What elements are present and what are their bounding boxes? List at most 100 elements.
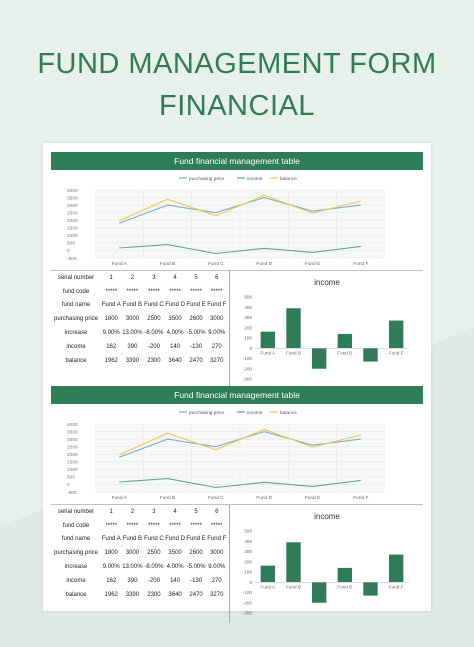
- y-tick-label: 400: [244, 305, 252, 310]
- table-cell: 4.00%: [166, 564, 184, 571]
- y-tick-label: 1500: [67, 226, 78, 232]
- table-cell: 2470: [189, 357, 203, 364]
- y-tick-label: 0: [249, 580, 252, 585]
- row-label: fund code: [62, 288, 90, 295]
- table-cell: 9.00%: [208, 330, 226, 337]
- table-cell: 9.00%: [208, 564, 226, 571]
- bar: [337, 567, 353, 583]
- x-tick-label: Fund C: [312, 584, 328, 589]
- table-cell: 3640: [168, 591, 182, 598]
- x-tick-label: Fund E: [305, 495, 320, 501]
- y-tick-label: -300: [243, 611, 253, 616]
- bar: [311, 582, 327, 603]
- column-divider: [229, 271, 230, 389]
- table-cell: *****: [126, 522, 139, 529]
- table-cell: *****: [169, 522, 181, 529]
- row-label: balance: [65, 357, 87, 364]
- table-cell: 4: [173, 508, 177, 515]
- table-cell: 9.00%: [102, 330, 120, 337]
- table-cell: *****: [169, 288, 181, 295]
- table-cell: 2: [130, 274, 135, 281]
- x-tick-label: Fund D: [337, 350, 353, 355]
- legend-entry: balance: [280, 410, 297, 416]
- table-cell: -130: [190, 577, 203, 584]
- table-row: serial number 1 2 3 4 5 6: [51, 271, 227, 285]
- y-tick-label: -500: [67, 256, 77, 262]
- x-tick-label: Fund B: [286, 584, 301, 589]
- table-cell: 3640: [168, 357, 182, 364]
- table-cell: *****: [126, 288, 139, 295]
- table-cell: 3390: [125, 357, 140, 364]
- x-tick-label: Fund E: [363, 350, 378, 355]
- table-title-band: Fund financial management table: [51, 152, 423, 170]
- row-label: fund code: [62, 522, 90, 529]
- bar: [286, 308, 301, 349]
- x-tick-label: Fund A: [261, 350, 276, 355]
- y-tick-label: -100: [243, 356, 253, 361]
- table-cell: 2: [130, 508, 135, 515]
- table-cell: -8.00%: [144, 564, 164, 571]
- y-tick-label: 200: [244, 559, 252, 564]
- y-tick-label: 3000: [67, 203, 78, 209]
- table-cell: Fund C: [144, 536, 164, 543]
- table-cell: 4.00%: [166, 330, 184, 337]
- table-cell: 3: [152, 274, 156, 281]
- y-tick-label: 1500: [67, 460, 78, 466]
- y-tick-label: -500: [67, 490, 77, 496]
- table-cell: Fund B: [122, 536, 143, 543]
- table-row: fund code ***** ***** ***** ***** ***** *****: [51, 285, 227, 299]
- table-cell: 3000: [125, 550, 140, 557]
- table-cell: 3000: [125, 316, 140, 323]
- page-title: FUND MANAGEMENT FORM: [37, 48, 437, 80]
- table-row: purchasing price 1800 3000 2500 3500 2600 3000: [51, 312, 227, 326]
- table-cell: Fund E: [186, 302, 206, 309]
- y-tick-label: 3500: [67, 429, 78, 435]
- table-cell: Fund A: [101, 302, 121, 309]
- table-row: income 162 390 -200 140 -130 270: [51, 574, 227, 588]
- table-row: serial number 1 2 3 4 5 6: [51, 505, 227, 519]
- table-cell: 5: [194, 508, 198, 515]
- table-cell: *****: [148, 522, 160, 529]
- x-tick-label: Fund B: [160, 495, 175, 501]
- x-tick-label: Fund B: [286, 350, 301, 355]
- spreadsheet: Fund financial management table 4000 3500…: [43, 143, 431, 623]
- table-cell: Fund D: [165, 536, 185, 543]
- table-cell: *****: [148, 288, 160, 295]
- y-tick-label: 0: [67, 482, 70, 488]
- fund-block: Fund financial management table 4000 3500…: [51, 386, 423, 623]
- table-row: increase 9.00% 13.00% -8.00% 4.00% -5.00% 9.00…: [51, 326, 227, 340]
- bar-chart-title: income: [314, 512, 340, 521]
- y-tick-label: 3500: [67, 195, 78, 201]
- table-cell: 2300: [147, 357, 161, 364]
- y-tick-label: 4000: [67, 422, 78, 428]
- legend-entry: income: [247, 410, 263, 416]
- table-cell: 2600: [189, 316, 203, 323]
- legend-entry: balance: [280, 176, 297, 182]
- table-cell: 390: [127, 343, 138, 350]
- y-tick-label: 500: [244, 529, 252, 534]
- row-label: purchasing price: [53, 316, 99, 323]
- table-cell: 1962: [104, 357, 118, 364]
- table-cell: Fund D: [165, 302, 185, 309]
- table-cell: 1: [109, 508, 113, 515]
- table-cell: 2500: [147, 316, 161, 323]
- table-cell: -8.00%: [144, 330, 164, 337]
- table-cell: Fund B: [122, 302, 143, 309]
- y-tick-label: 0: [249, 346, 252, 351]
- x-tick-label: Fund E: [363, 584, 378, 589]
- table-cell: 270: [211, 343, 222, 350]
- row-label: increase: [64, 564, 88, 571]
- y-tick-label: 3000: [67, 437, 78, 443]
- bar: [363, 348, 378, 362]
- data-grid: serial number 1 2 3 4 5 6 fund code ***** ***** **…: [51, 504, 423, 623]
- table-cell: 3: [152, 508, 156, 515]
- table-cell: 140: [170, 343, 181, 350]
- row-label: fund name: [61, 536, 91, 543]
- table-cell: 270: [211, 577, 222, 584]
- bar: [311, 348, 327, 369]
- table-cell: *****: [190, 288, 202, 295]
- table-cell: *****: [210, 288, 223, 295]
